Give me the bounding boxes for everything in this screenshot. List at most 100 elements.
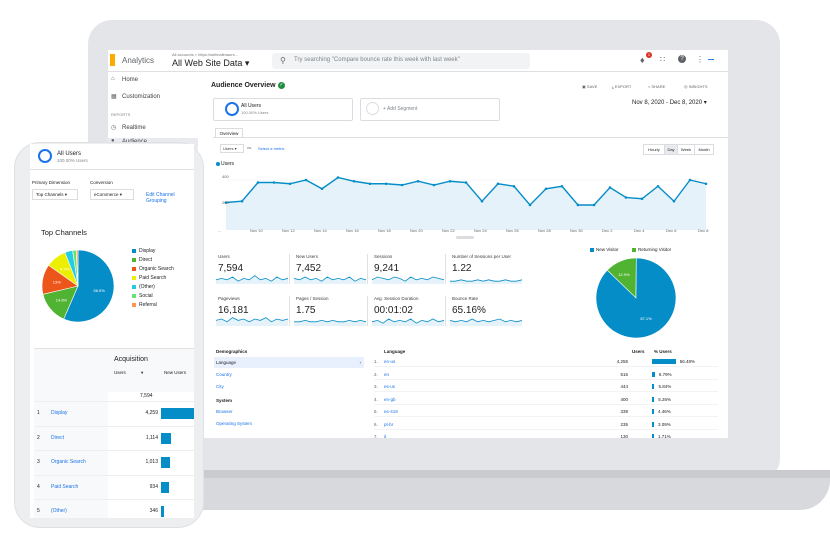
- demographics-country[interactable]: Country: [216, 372, 232, 377]
- channel-link[interactable]: Display: [51, 410, 68, 416]
- users-point[interactable]: [384, 182, 388, 186]
- metric-select[interactable]: Users ▾: [220, 144, 244, 153]
- insights-button[interactable]: ◎ INSIGHTS: [684, 84, 708, 89]
- users-value: 516: [620, 371, 628, 377]
- metric-tile[interactable]: Pageviews 16,181: [216, 296, 290, 329]
- language-link[interactable]: en: [384, 371, 390, 377]
- users-point[interactable]: [320, 187, 324, 191]
- primary-dimension-select[interactable]: Top Channels ▾: [32, 189, 78, 200]
- pie-slice[interactable]: [75, 250, 79, 287]
- language-link[interactable]: pt-br: [384, 421, 394, 427]
- chart-resize-handle[interactable]: [456, 236, 474, 239]
- users-point[interactable]: [672, 199, 676, 203]
- users-point[interactable]: [368, 182, 372, 186]
- users-point[interactable]: [640, 197, 644, 201]
- col-users[interactable]: Users ▾: [114, 370, 143, 376]
- language-link[interactable]: it: [384, 434, 387, 438]
- metric-tile[interactable]: Users 7,594: [216, 254, 290, 287]
- users-point[interactable]: [240, 199, 244, 203]
- channel-link[interactable]: (Other): [51, 508, 67, 514]
- nav-customization[interactable]: ▦ Customization: [108, 93, 198, 105]
- add-segment-button[interactable]: [360, 98, 500, 121]
- channel-link[interactable]: Direct: [51, 434, 65, 441]
- x-tick: Nov 20: [410, 228, 423, 233]
- users-point[interactable]: [512, 184, 516, 188]
- tab-overview[interactable]: Overview: [215, 128, 243, 138]
- metric-value: 00:01:02: [374, 305, 413, 316]
- users-point[interactable]: [544, 187, 548, 191]
- x-tick: Dec 2: [602, 228, 613, 233]
- col-new-users[interactable]: New Users: [164, 370, 187, 375]
- users-point[interactable]: [336, 176, 340, 179]
- notifications-bell-icon[interactable]: ♦: [640, 55, 645, 65]
- nav-realtime[interactable]: ◷ Realtime: [108, 124, 198, 136]
- users-point[interactable]: [608, 186, 612, 189]
- pie-slice[interactable]: [63, 250, 114, 322]
- phone-screen: All Users 100.00% Users Primary Dimensio…: [30, 144, 194, 518]
- users-point[interactable]: [480, 199, 484, 203]
- users-point[interactable]: [560, 184, 564, 188]
- segment-all-users[interactable]: [213, 98, 353, 121]
- metric-value: 16,181: [218, 305, 249, 316]
- share-button[interactable]: < SHARE: [648, 84, 665, 89]
- language-link[interactable]: es-419: [384, 409, 398, 414]
- demographics-language[interactable]: Language ›: [214, 357, 364, 368]
- more-vert-icon[interactable]: ⋮: [696, 55, 704, 64]
- metric-tile[interactable]: New Users 7,452: [294, 254, 368, 287]
- users-point[interactable]: [624, 196, 628, 199]
- users-point[interactable]: [224, 201, 228, 204]
- granularity-week[interactable]: Week: [677, 144, 695, 155]
- users-point[interactable]: [416, 179, 420, 183]
- users-point[interactable]: [464, 181, 468, 184]
- apps-grid-icon[interactable]: ∷: [660, 55, 666, 64]
- analytics-logo-icon: [110, 54, 115, 66]
- search-input[interactable]: [272, 53, 530, 69]
- select-metric-link[interactable]: Select a metric: [258, 146, 285, 151]
- users-area: [226, 177, 706, 230]
- users-point[interactable]: [288, 182, 292, 186]
- system-browser[interactable]: Browser: [216, 409, 233, 414]
- users-point[interactable]: [400, 183, 404, 187]
- metric-tile[interactable]: Sessions 9,241: [372, 254, 446, 287]
- save-button[interactable]: ▣ SAVE: [582, 84, 597, 89]
- users-point[interactable]: [272, 181, 276, 184]
- users-point[interactable]: [256, 181, 260, 184]
- users-point[interactable]: [592, 203, 596, 207]
- metric-tile[interactable]: Number of Sessions per User 1.22: [450, 254, 524, 287]
- users-point[interactable]: [432, 183, 436, 187]
- nav-home[interactable]: ⌂ Home: [108, 76, 198, 88]
- channel-link[interactable]: Paid Search: [51, 483, 79, 490]
- property-view-selector[interactable]: All Web Site Data ▾: [172, 58, 249, 69]
- demographics-city[interactable]: City: [216, 384, 224, 389]
- language-link[interactable]: en-us: [384, 359, 396, 364]
- language-link[interactable]: es-us: [384, 384, 396, 389]
- system-operating-system[interactable]: Operating System: [216, 421, 253, 426]
- chevron-right-icon: ›: [359, 360, 362, 365]
- date-range-picker[interactable]: Nov 8, 2020 - Dec 8, 2020 ▾: [632, 99, 707, 106]
- edit-channel-grouping-link[interactable]: Edit Channel Grouping: [146, 192, 175, 204]
- metric-tile[interactable]: Bounce Rate 65.16%: [450, 296, 524, 329]
- users-point[interactable]: [304, 178, 308, 182]
- users-point[interactable]: [496, 182, 500, 186]
- export-button[interactable]: ⤓ EXPORT: [612, 84, 631, 89]
- users-point[interactable]: [352, 179, 356, 183]
- users-point[interactable]: [656, 184, 660, 188]
- language-link[interactable]: en-gb: [384, 396, 396, 402]
- conversion-select[interactable]: eCommerce ▾: [90, 189, 134, 200]
- account-logo[interactable]: ▬▬: [708, 57, 714, 61]
- users-point[interactable]: [528, 203, 532, 207]
- account-breadcrumb[interactable]: All accounts > https://sellmallmaurs...: [172, 52, 238, 57]
- users-point[interactable]: [688, 178, 692, 182]
- metric-tile[interactable]: Avg. Session Duration 00:01:02: [372, 296, 446, 329]
- granularity-day[interactable]: Day: [664, 144, 678, 155]
- pie-slice[interactable]: [596, 258, 676, 338]
- granularity-hourly[interactable]: Hourly: [643, 144, 665, 155]
- metric-tile[interactable]: Pages / Session 1.75: [294, 296, 368, 329]
- users-point[interactable]: [448, 179, 452, 183]
- users-point[interactable]: [704, 182, 708, 186]
- channel-link[interactable]: Organic Search: [51, 459, 86, 465]
- granularity-month[interactable]: Month: [694, 144, 714, 155]
- users-point[interactable]: [576, 203, 580, 207]
- help-icon[interactable]: ?: [678, 55, 686, 63]
- legend-label: Social: [139, 293, 153, 299]
